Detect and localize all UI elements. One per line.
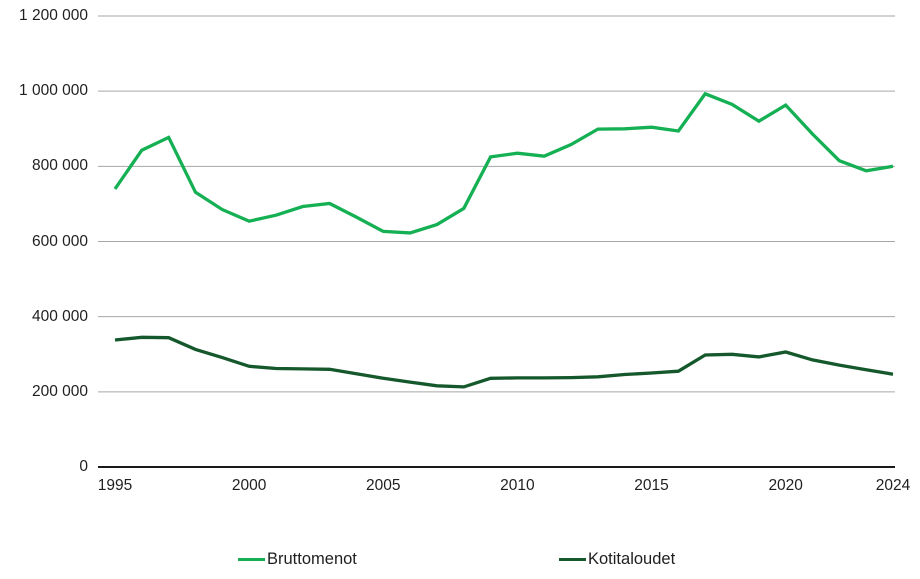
series-line-kotitaloudet	[114, 335, 894, 389]
legend-swatch-bruttomenot	[238, 557, 265, 561]
y-tick-label: 800 000	[31, 157, 88, 175]
y-tick-label: 600 000	[31, 232, 88, 250]
y-tick-label: 0	[79, 458, 88, 475]
x-tick-label: 2024	[875, 477, 911, 494]
x-tick-label: 1995	[97, 477, 133, 494]
series-line-bruttomenot	[113, 91, 894, 235]
legend-swatch-kotitaloudet	[559, 557, 586, 561]
x-tick-label: 2010	[500, 477, 535, 494]
y-tick-label: 1 000 000	[19, 82, 88, 100]
y-tick-label: 1 200 000	[19, 7, 88, 24]
legend-label-kotitaloudet: Kotitaloudet	[588, 549, 676, 568]
y-tick-label: 400 000	[31, 307, 88, 325]
y-tick-label: 200 000	[31, 382, 88, 400]
legend-item-kotitaloudet[interactable]: Kotitaloudet	[559, 548, 675, 570]
legend-label-bruttomenot: Bruttomenot	[267, 549, 357, 568]
legend: Bruttomenot Kotitaloudet	[0, 548, 920, 572]
x-tick-label: 2015	[634, 477, 669, 494]
x-tick-label: 2020	[768, 477, 803, 494]
x-tick-label: 2005	[366, 477, 401, 494]
legend-item-bruttomenot[interactable]: Bruttomenot	[238, 548, 357, 570]
x-tick-label: 2000	[231, 477, 267, 494]
